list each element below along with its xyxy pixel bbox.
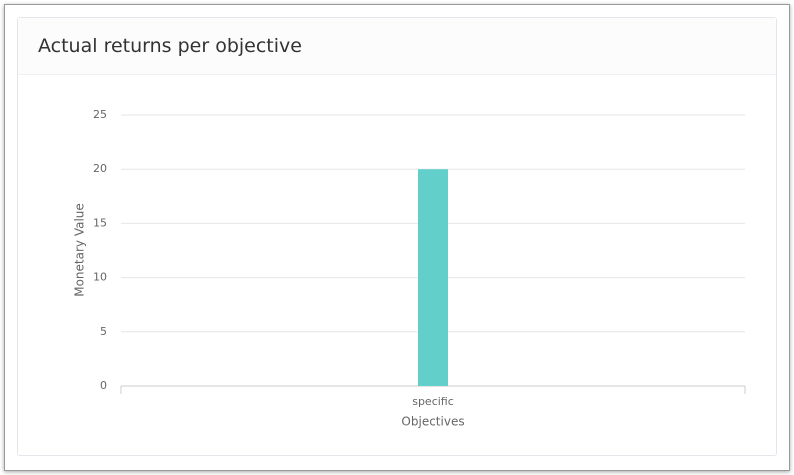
x-tick-label: specific (412, 395, 454, 408)
bar (418, 169, 448, 386)
card-header: Actual returns per objective (18, 18, 776, 75)
y-tick-label: 5 (100, 325, 107, 338)
y-tick-label: 20 (93, 162, 107, 175)
x-axis-label: Objectives (401, 415, 464, 429)
y-tick-label: 10 (93, 271, 107, 284)
y-tick-label: 15 (93, 216, 107, 229)
chart-title: Actual returns per objective (38, 35, 302, 57)
y-tick-label: 0 (100, 379, 107, 392)
window: Actual returns per objective (4, 4, 790, 471)
y-axis-label: Monetary Value (73, 203, 87, 297)
card: Actual returns per objective (17, 17, 777, 456)
y-tick-label: 25 (93, 108, 107, 121)
